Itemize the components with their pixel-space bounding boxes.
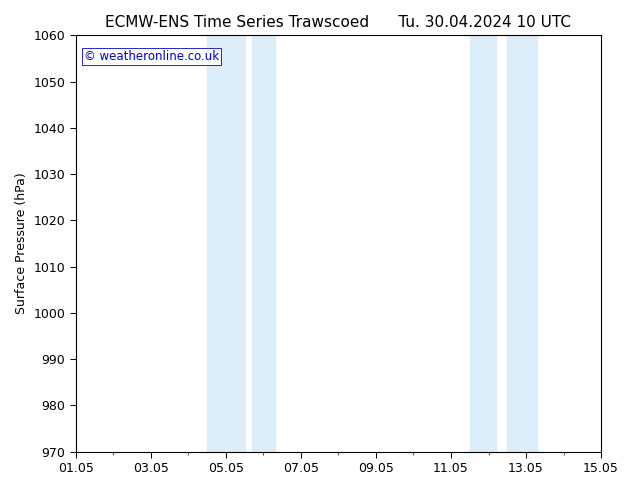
Y-axis label: Surface Pressure (hPa): Surface Pressure (hPa) bbox=[15, 172, 28, 314]
Text: © weatheronline.co.uk: © weatheronline.co.uk bbox=[84, 50, 219, 63]
Bar bbox=[207, 35, 245, 452]
Title: ECMW-ENS Time Series Trawscoed      Tu. 30.04.2024 10 UTC: ECMW-ENS Time Series Trawscoed Tu. 30.04… bbox=[105, 15, 571, 30]
Bar bbox=[252, 35, 275, 452]
Bar bbox=[507, 35, 537, 452]
Bar bbox=[470, 35, 496, 452]
